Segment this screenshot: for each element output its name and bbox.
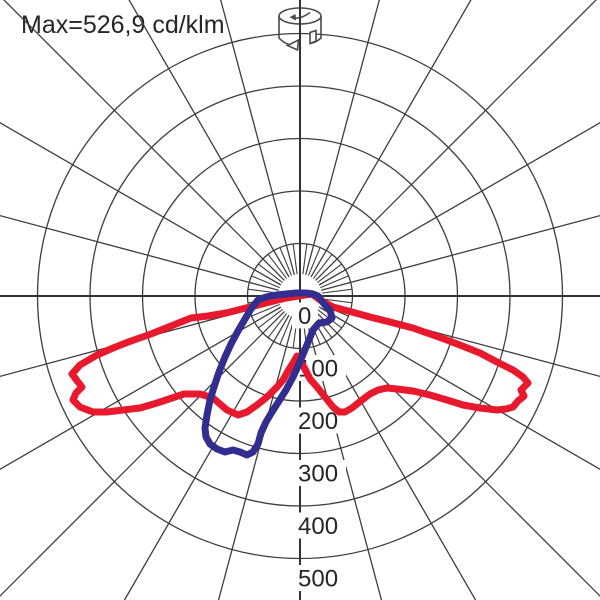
grid-spoke-minor (251, 303, 280, 317)
grid-spoke-minor (302, 243, 308, 275)
max-intensity-label: Max=526,9 cd/klm (21, 11, 225, 39)
scale-label-knockout (292, 512, 346, 539)
grid-spoke-major (318, 122, 600, 286)
rotation-icon-ribbon-end (309, 29, 317, 45)
grid-spoke-major (305, 317, 383, 600)
grid-spoke-major (0, 122, 282, 286)
blue-curve (201, 289, 336, 459)
grid-spoke-minor (320, 275, 349, 289)
intensity-curves (68, 289, 532, 459)
grid-spoke-minor (267, 313, 288, 338)
radial-scale-label: 500 (298, 566, 338, 593)
grid-spoke-minor (321, 298, 353, 304)
grid-spoke-major (0, 301, 279, 378)
grid-spoke-major (315, 311, 600, 597)
grid-spoke-major (3, 0, 285, 281)
grid-spoke-minor (258, 263, 283, 284)
radial-scale-label: 300 (298, 461, 338, 488)
grid-spoke-major (310, 0, 472, 278)
grid-spoke-minor (312, 254, 333, 279)
grid-spoke-major (0, 214, 279, 291)
grid-spoke-minor (251, 275, 280, 289)
grid-spoke-minor (279, 247, 293, 276)
grid-spoke-minor (317, 263, 342, 284)
scale-label-knockout (292, 565, 346, 591)
scale-label-knockout (292, 460, 346, 486)
radial-scale-label: 200 (298, 408, 338, 435)
grid-spoke-minor (258, 308, 283, 329)
grid-spoke-major (220, 0, 295, 275)
grid-spoke-minor (292, 243, 298, 275)
grid-spoke-major (128, 0, 290, 278)
rotation-icon-inner-arrowhead (289, 14, 296, 21)
radial-scale-label: 0 (298, 303, 311, 330)
grid-spoke-major (123, 314, 290, 600)
grid-spoke-major (315, 0, 597, 281)
grid-spoke-major (321, 214, 600, 291)
rotation-icon-arrowhead (285, 38, 300, 52)
radial-scale-label: 400 (298, 513, 338, 540)
grid-spoke-minor (321, 288, 353, 294)
grid-spoke-major (305, 0, 380, 275)
rotation-axis-icon (278, 0, 322, 52)
grid-spoke-major (0, 311, 285, 597)
grid-spoke-minor (279, 316, 293, 345)
grid-spoke-minor (307, 247, 321, 276)
grid-spoke-minor (267, 254, 288, 279)
grid-spoke-major (318, 306, 600, 470)
